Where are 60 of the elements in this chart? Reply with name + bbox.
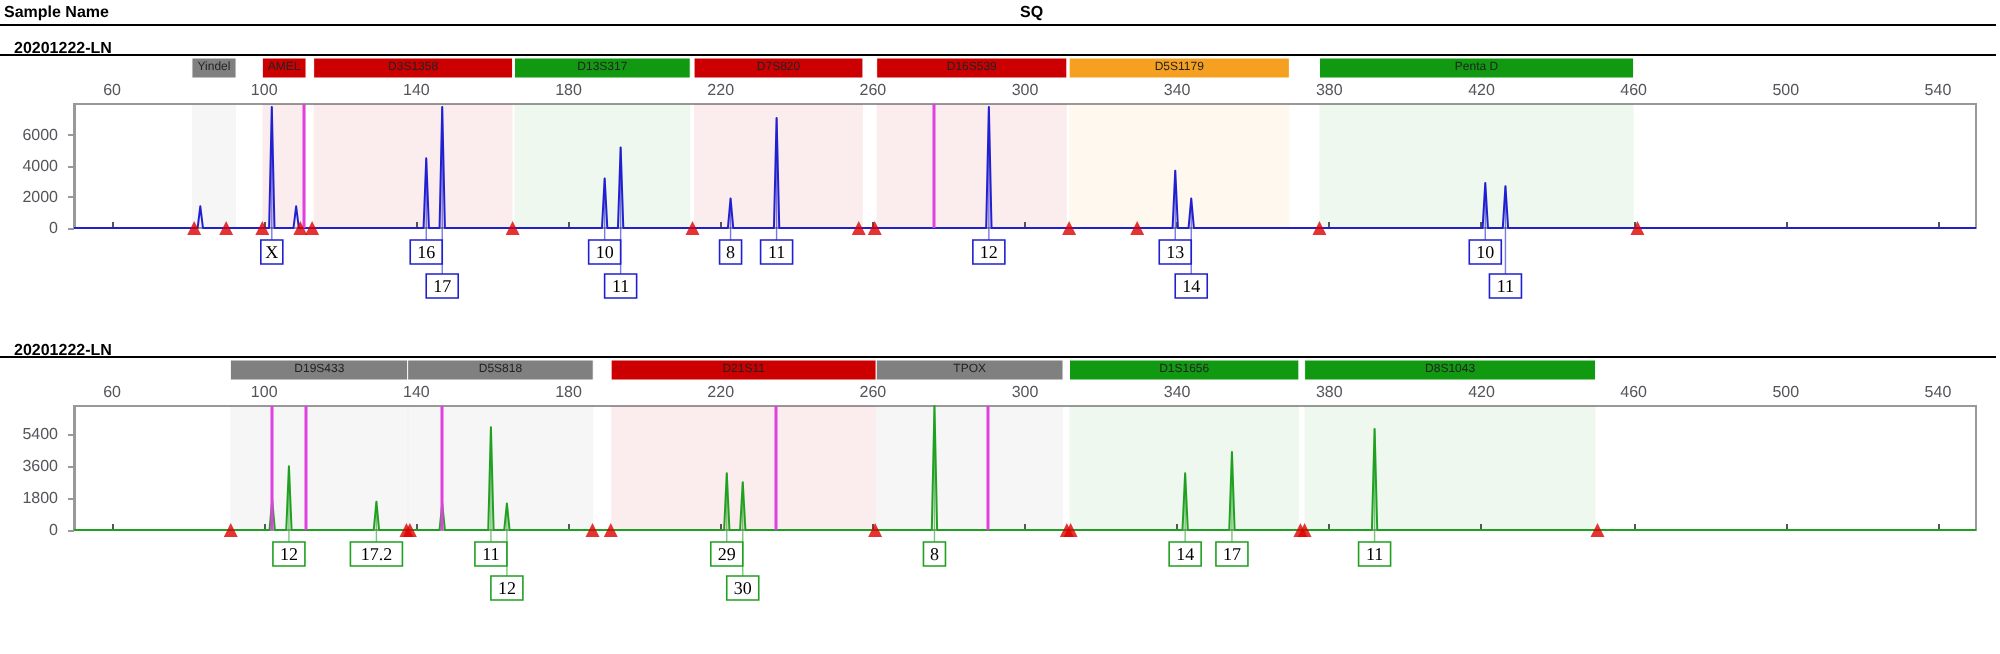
x-tick-label: 260 xyxy=(859,383,888,401)
x-tick-label: 220 xyxy=(707,81,736,99)
x-tick-label: 260 xyxy=(859,81,888,99)
x-tick-label: 140 xyxy=(403,81,431,99)
annotation: 8 xyxy=(726,242,737,262)
x-tick-label: 100 xyxy=(250,383,279,401)
x-tick-label: 540 xyxy=(1924,383,1953,401)
annotation: X xyxy=(265,242,280,262)
x-tick-label: 60 xyxy=(103,383,123,401)
annotation: 17 xyxy=(433,276,453,296)
annotation: 11 xyxy=(482,544,500,564)
annotation: 30 xyxy=(733,578,753,598)
annotation: 14 xyxy=(1182,276,1202,296)
x-tick-label: 420 xyxy=(1468,81,1496,99)
annotation: 16 xyxy=(417,242,437,262)
chart-title: 20201222-LN xyxy=(14,341,113,359)
x-tick-label: 540 xyxy=(1924,81,1953,99)
annotation: 11 xyxy=(611,276,630,296)
y-tick-label: 0 xyxy=(49,219,60,237)
annotation: 12 xyxy=(497,578,516,598)
x-tick-label: 60 xyxy=(103,81,123,99)
x-tick-label: 380 xyxy=(1315,81,1344,99)
y-tick-label: 6000 xyxy=(22,126,60,144)
x-tick-label: 340 xyxy=(1163,81,1192,99)
x-tick-label: 460 xyxy=(1620,383,1649,401)
annotation: 14 xyxy=(1176,544,1196,564)
annotation: 12 xyxy=(279,544,298,564)
x-tick-label: 300 xyxy=(1011,383,1040,401)
x-tick-label: 500 xyxy=(1772,383,1801,401)
y-tick-label: 5400 xyxy=(22,425,60,444)
text: SQ xyxy=(1020,3,1044,21)
annotation: 11 xyxy=(1496,276,1515,296)
annotation: 29 xyxy=(717,544,737,564)
annotation: 11 xyxy=(767,242,786,262)
x-tick-label: 180 xyxy=(555,81,583,99)
chart-title: 20201222-LN xyxy=(14,39,113,57)
annotation: 11 xyxy=(1365,544,1384,564)
y-tick-label: 0 xyxy=(49,521,60,539)
x-tick-label: 460 xyxy=(1620,81,1649,99)
y-tick-label: 1800 xyxy=(22,489,60,508)
annotation: 17 xyxy=(1222,544,1242,564)
annotation: 8 xyxy=(929,544,940,564)
x-tick-label: 420 xyxy=(1468,383,1496,401)
y-tick-label: 4000 xyxy=(22,157,60,175)
text: Sample Name xyxy=(4,3,111,21)
annotation: 10 xyxy=(1476,242,1496,262)
x-tick-label: 500 xyxy=(1772,81,1801,99)
y-tick-label: 3600 xyxy=(22,457,60,476)
x-tick-label: 380 xyxy=(1315,383,1344,401)
annotation: 10 xyxy=(595,242,615,262)
x-tick-label: 140 xyxy=(403,383,431,401)
annotation: 13 xyxy=(1166,242,1186,262)
annotation: 17.2 xyxy=(360,544,393,564)
x-tick-label: 340 xyxy=(1163,383,1192,401)
x-tick-label: 220 xyxy=(707,383,736,401)
y-tick-label: 2000 xyxy=(22,188,60,206)
x-tick-label: 180 xyxy=(555,383,583,401)
x-tick-label: 300 xyxy=(1011,81,1040,99)
annotation: 12 xyxy=(979,242,998,262)
x-tick-label: 100 xyxy=(250,81,279,99)
